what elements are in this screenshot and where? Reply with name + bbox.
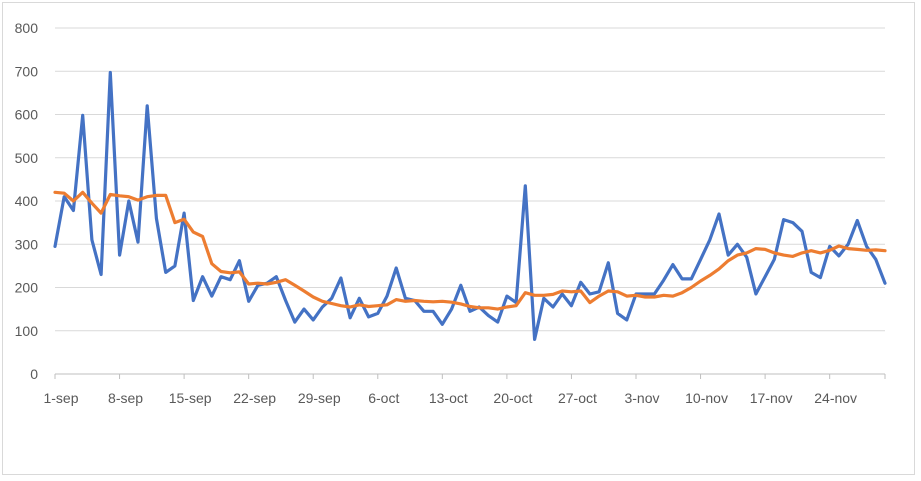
chart-area (2, 2, 915, 475)
x-tick-label: 17-nov (750, 390, 793, 406)
y-tick-label: 300 (15, 236, 39, 252)
x-tick-label: 8-sep (108, 390, 143, 406)
x-tick-label: 27-oct (558, 390, 597, 406)
y-tick-label: 400 (15, 193, 39, 209)
x-tick-label: 13-oct (429, 390, 468, 406)
series-line-blue (53, 70, 887, 341)
series-lines (53, 70, 887, 341)
y-tick-label: 100 (15, 323, 39, 339)
y-tick-label: 0 (30, 366, 38, 382)
y-tick-label: 200 (15, 280, 39, 296)
x-tick-label: 24-nov (814, 390, 857, 406)
x-tick-label: 15-sep (169, 390, 212, 406)
x-tick-label: 20-oct (493, 390, 532, 406)
x-tick-label: 22-sep (233, 390, 276, 406)
x-tick-label: 3-nov (624, 390, 659, 406)
x-tick-label: 10-nov (685, 390, 728, 406)
x-tick-label: 29-sep (298, 390, 341, 406)
axes (54, 373, 886, 379)
series-line-orange (53, 190, 887, 311)
y-tick-label: 800 (15, 20, 39, 36)
x-axis-tick-labels: 1-sep 8-sep 15-sep 22-sep 29-sep 6-oct 13-oct 2… (43, 390, 857, 406)
y-tick-label: 600 (15, 107, 39, 123)
y-tick-label: 500 (15, 150, 39, 166)
y-axis-tick-labels: 0 100 200 300 400 500 600 700 800 (15, 20, 39, 382)
x-tick-label: 6-oct (368, 390, 399, 406)
y-tick-label: 700 (15, 63, 39, 79)
x-tick-label: 1-sep (43, 390, 78, 406)
